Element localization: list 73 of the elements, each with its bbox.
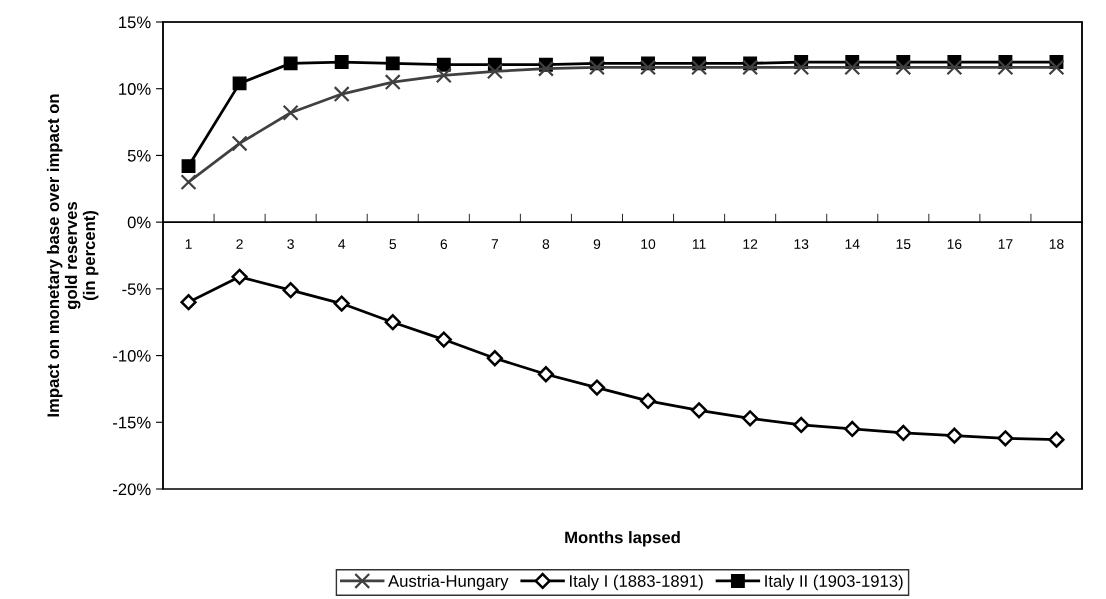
point <box>333 295 350 312</box>
point <box>537 60 554 77</box>
y-tick-label: 10% <box>119 83 151 95</box>
point <box>334 55 349 69</box>
point <box>691 59 708 76</box>
x-tick-label: 11 <box>692 239 706 249</box>
x-tick-label: 12 <box>743 239 758 249</box>
y-tick-label: 0% <box>127 216 151 229</box>
point <box>283 56 298 71</box>
point <box>180 294 197 311</box>
point <box>232 76 247 91</box>
x-tick-label: 2 <box>236 239 243 249</box>
point <box>384 73 401 91</box>
y-tick-label: 5% <box>127 149 151 162</box>
point <box>793 59 810 76</box>
point <box>895 59 912 76</box>
point <box>639 392 657 410</box>
point <box>333 86 350 103</box>
legend-label: Austria-Hungary <box>388 574 509 591</box>
point <box>793 416 810 434</box>
x-axis-title: Months lapsed <box>565 531 680 547</box>
point <box>435 67 452 84</box>
x-tick-label: 1 <box>185 239 192 249</box>
x-tick-label: 13 <box>794 239 809 250</box>
point <box>1048 59 1065 76</box>
x-tick-label: 15 <box>896 239 911 250</box>
point <box>844 420 861 438</box>
point <box>486 63 503 80</box>
point <box>844 59 861 76</box>
x-tick-label: 10 <box>641 239 656 250</box>
point <box>997 59 1014 76</box>
point <box>282 104 299 121</box>
point <box>384 314 401 331</box>
x-tick-label: 9 <box>593 239 601 250</box>
x-tick-label: 16 <box>947 239 962 250</box>
x-tick-label: 14 <box>845 239 860 249</box>
point <box>1048 431 1065 448</box>
y-tick-label: -15% <box>113 416 151 429</box>
point <box>436 57 451 72</box>
x-tick-label: 3 <box>287 239 294 250</box>
point <box>486 350 503 367</box>
point <box>895 424 912 442</box>
point <box>537 366 555 383</box>
point <box>997 430 1014 447</box>
point <box>385 56 400 71</box>
point <box>435 331 452 348</box>
x-tick-label: 8 <box>542 239 550 250</box>
legend-label: Italy II (1903-1913) <box>765 574 903 591</box>
y-axis-title: Impact on monetary base over impact on gold reserves (in percent) <box>46 94 99 417</box>
point <box>946 427 963 444</box>
y-tick-label: -20% <box>113 483 151 496</box>
x-tick-label: 5 <box>389 239 397 250</box>
point <box>282 282 299 299</box>
point <box>588 59 606 76</box>
point <box>231 135 248 152</box>
x-tick-label: 17 <box>998 239 1013 249</box>
point <box>181 159 196 174</box>
point <box>742 410 759 427</box>
y-tick-label: -10% <box>113 349 151 362</box>
point <box>742 59 759 76</box>
point <box>588 379 606 396</box>
x-tick-label: 7 <box>491 239 499 249</box>
legend-label: Italy I (1883-1891) <box>570 574 703 591</box>
point <box>946 59 963 76</box>
y-tick-label: -5% <box>122 283 151 296</box>
point <box>180 174 197 191</box>
point <box>231 268 248 285</box>
x-tick-label: 4 <box>338 239 346 249</box>
x-tick-label: 6 <box>440 239 448 250</box>
point <box>639 59 657 76</box>
x-tick-label: 18 <box>1049 239 1064 250</box>
y-tick-label: 15% <box>119 16 151 29</box>
point <box>690 402 708 419</box>
